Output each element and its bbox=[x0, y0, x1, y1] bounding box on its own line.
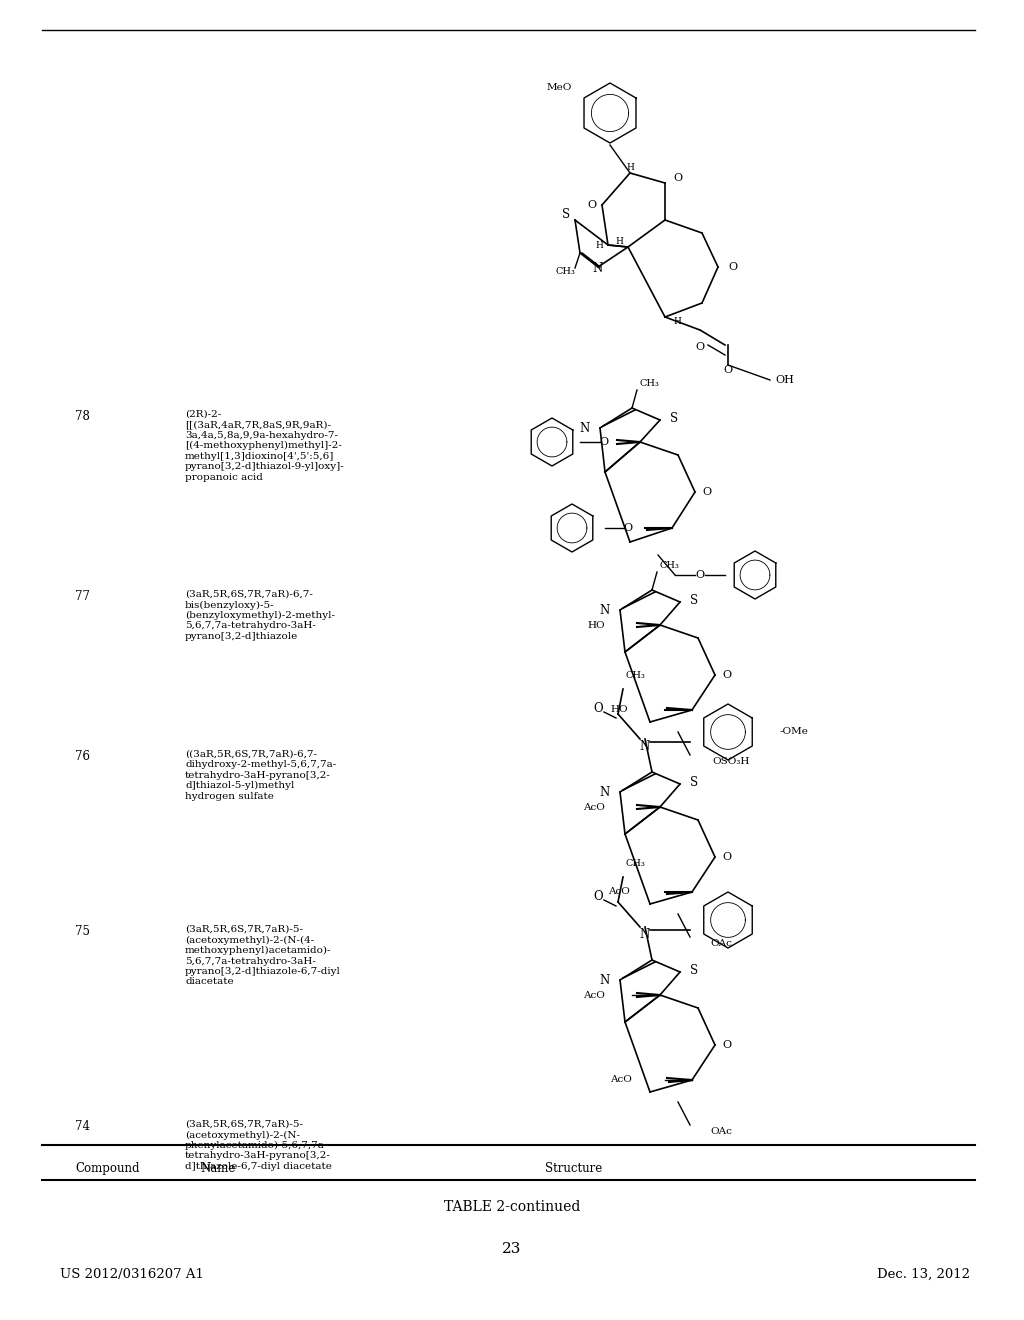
Text: H: H bbox=[615, 238, 623, 247]
Text: S: S bbox=[690, 776, 698, 788]
Text: Compound: Compound bbox=[75, 1162, 139, 1175]
Text: CH₃: CH₃ bbox=[626, 672, 646, 681]
Text: (2R)-2-
[[(3aR,4aR,7R,8aS,9R,9aR)-
3a,4a,5,8a,9,9a-hexahydro-7-
[(4-methoxypheny: (2R)-2- [[(3aR,4aR,7R,8aS,9R,9aR)- 3a,4a… bbox=[185, 411, 345, 482]
Text: OAc: OAc bbox=[710, 940, 732, 949]
Text: O: O bbox=[588, 201, 597, 210]
Text: 74: 74 bbox=[75, 1119, 90, 1133]
Text: (3aR,5R,6S,7R,7aR)-5-
(acetoxymethyl)-2-(N-(4-
methoxyphenyl)acetamido)-
5,6,7,7: (3aR,5R,6S,7R,7aR)-5- (acetoxymethyl)-2-… bbox=[185, 925, 341, 986]
Text: 76: 76 bbox=[75, 750, 90, 763]
Text: 78: 78 bbox=[75, 411, 90, 422]
Text: O: O bbox=[722, 671, 731, 680]
Text: N: N bbox=[580, 421, 590, 434]
Text: S: S bbox=[690, 964, 698, 977]
Text: MeO: MeO bbox=[547, 83, 572, 92]
Text: O: O bbox=[723, 366, 732, 375]
Text: N: N bbox=[600, 785, 610, 799]
Text: H: H bbox=[595, 240, 603, 249]
Text: O: O bbox=[623, 523, 632, 533]
Text: CH₃: CH₃ bbox=[660, 561, 680, 569]
Text: ((3aR,5R,6S,7R,7aR)-6,7-
dihydroxy-2-methyl-5,6,7,7a-
tetrahydro-3aH-pyrano[3,2-: ((3aR,5R,6S,7R,7aR)-6,7- dihydroxy-2-met… bbox=[185, 750, 336, 801]
Text: US 2012/0316207 A1: US 2012/0316207 A1 bbox=[60, 1269, 204, 1280]
Text: 75: 75 bbox=[75, 925, 90, 939]
Text: TABLE 2-continued: TABLE 2-continued bbox=[443, 1200, 581, 1214]
Text: (3aR,5R,6S,7R,7aR)-5-
(acetoxymethyl)-2-(N-
phenylacetamido)-5,6,7,7a-
tetrahydr: (3aR,5R,6S,7R,7aR)-5- (acetoxymethyl)-2-… bbox=[185, 1119, 332, 1171]
Text: OAc: OAc bbox=[710, 1127, 732, 1137]
Text: N: N bbox=[600, 974, 610, 986]
Text: -OMe: -OMe bbox=[780, 727, 809, 737]
Text: O: O bbox=[696, 342, 705, 352]
Text: OH: OH bbox=[775, 375, 794, 385]
Text: O: O bbox=[728, 261, 737, 272]
Text: Structure: Structure bbox=[545, 1162, 602, 1175]
Text: O: O bbox=[673, 173, 682, 183]
Text: O: O bbox=[695, 570, 705, 579]
Text: HO: HO bbox=[610, 705, 628, 714]
Text: (3aR,5R,6S,7R,7aR)-6,7-
bis(benzyloxy)-5-
(benzyloxymethyl)-2-methyl-
5,6,7,7a-t: (3aR,5R,6S,7R,7aR)-6,7- bis(benzyloxy)-5… bbox=[185, 590, 335, 642]
Text: CH₃: CH₃ bbox=[626, 859, 646, 869]
Text: 23: 23 bbox=[503, 1242, 521, 1257]
Text: O: O bbox=[722, 851, 731, 862]
Text: O: O bbox=[593, 891, 603, 903]
Text: H: H bbox=[626, 162, 634, 172]
Text: N: N bbox=[593, 261, 603, 275]
Text: HO: HO bbox=[588, 620, 605, 630]
Text: CH₃: CH₃ bbox=[640, 379, 659, 388]
Text: AcO: AcO bbox=[610, 1076, 632, 1085]
Text: N: N bbox=[640, 928, 650, 941]
Text: H: H bbox=[673, 318, 681, 326]
Text: S: S bbox=[670, 412, 678, 425]
Text: 77: 77 bbox=[75, 590, 90, 603]
Text: N: N bbox=[640, 741, 650, 754]
Text: CH₃: CH₃ bbox=[555, 267, 575, 276]
Text: AcO: AcO bbox=[583, 990, 605, 999]
Text: OSO₃H: OSO₃H bbox=[712, 758, 750, 767]
Text: S: S bbox=[690, 594, 698, 606]
Text: AcO: AcO bbox=[583, 803, 605, 812]
Text: Name: Name bbox=[200, 1162, 236, 1175]
Text: AcO: AcO bbox=[608, 887, 630, 896]
Text: O: O bbox=[702, 487, 711, 498]
Text: O: O bbox=[593, 702, 603, 715]
Text: S: S bbox=[562, 209, 570, 222]
Text: Dec. 13, 2012: Dec. 13, 2012 bbox=[877, 1269, 970, 1280]
Text: O: O bbox=[722, 1040, 731, 1049]
Text: N: N bbox=[600, 603, 610, 616]
Text: O: O bbox=[599, 437, 608, 447]
